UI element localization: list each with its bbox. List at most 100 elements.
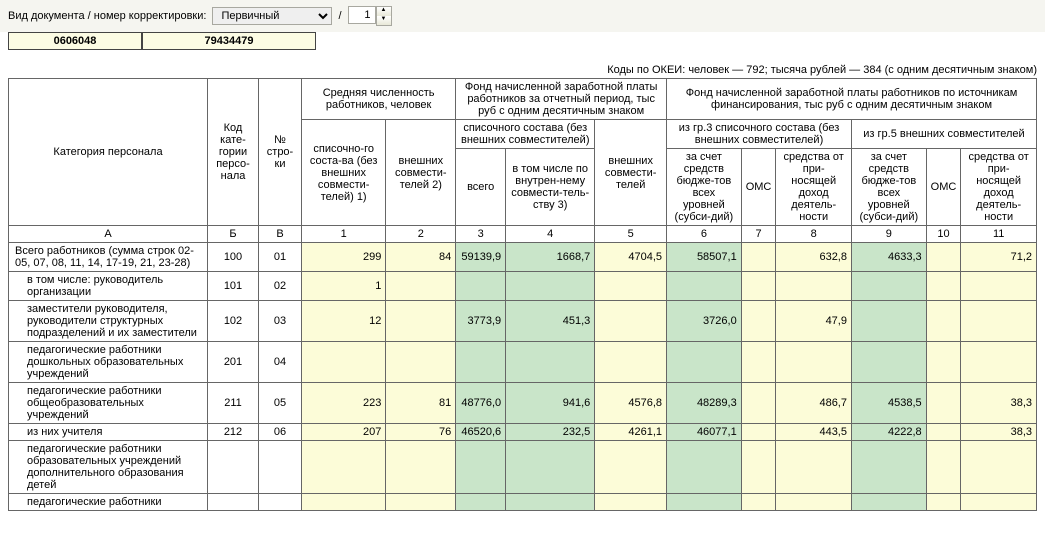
data-cell[interactable] bbox=[302, 494, 386, 511]
data-cell[interactable] bbox=[776, 494, 852, 511]
data-cell[interactable] bbox=[961, 272, 1037, 301]
data-cell[interactable] bbox=[506, 494, 595, 511]
data-cell[interactable] bbox=[386, 301, 456, 342]
data-cell[interactable] bbox=[386, 342, 456, 383]
data-cell[interactable] bbox=[667, 272, 742, 301]
data-cell[interactable] bbox=[741, 301, 776, 342]
data-cell[interactable]: 46077,1 bbox=[667, 424, 742, 441]
data-cell[interactable] bbox=[595, 441, 667, 494]
data-cell[interactable] bbox=[851, 272, 926, 301]
data-cell[interactable] bbox=[741, 494, 776, 511]
data-cell[interactable] bbox=[926, 383, 961, 424]
data-cell[interactable] bbox=[667, 342, 742, 383]
data-cell[interactable] bbox=[926, 494, 961, 511]
data-cell[interactable] bbox=[961, 441, 1037, 494]
data-cell[interactable]: 4704,5 bbox=[595, 243, 667, 272]
table-row[interactable]: из них учителя212062077646520,6232,54261… bbox=[9, 424, 1037, 441]
data-cell[interactable] bbox=[776, 272, 852, 301]
data-cell[interactable]: 632,8 bbox=[776, 243, 852, 272]
correction-number-spinner[interactable]: ▲▼ bbox=[376, 6, 392, 26]
data-cell[interactable] bbox=[595, 301, 667, 342]
data-cell[interactable]: 12 bbox=[302, 301, 386, 342]
data-cell[interactable] bbox=[595, 342, 667, 383]
data-cell[interactable]: 71,2 bbox=[961, 243, 1037, 272]
data-cell[interactable]: 232,5 bbox=[506, 424, 595, 441]
data-cell[interactable] bbox=[851, 494, 926, 511]
data-cell[interactable]: 84 bbox=[386, 243, 456, 272]
data-cell[interactable] bbox=[926, 243, 961, 272]
data-cell[interactable]: 76 bbox=[386, 424, 456, 441]
data-cell[interactable]: 299 bbox=[302, 243, 386, 272]
data-cell[interactable]: 941,6 bbox=[506, 383, 595, 424]
data-cell[interactable] bbox=[741, 441, 776, 494]
data-cell[interactable] bbox=[961, 342, 1037, 383]
data-cell[interactable] bbox=[961, 494, 1037, 511]
data-cell[interactable] bbox=[741, 272, 776, 301]
data-cell[interactable]: 47,9 bbox=[776, 301, 852, 342]
data-cell[interactable]: 38,3 bbox=[961, 424, 1037, 441]
data-cell[interactable] bbox=[926, 441, 961, 494]
data-cell[interactable] bbox=[595, 494, 667, 511]
data-cell[interactable] bbox=[851, 301, 926, 342]
data-cell[interactable] bbox=[456, 494, 506, 511]
data-cell[interactable] bbox=[386, 441, 456, 494]
data-cell[interactable]: 3773,9 bbox=[456, 301, 506, 342]
data-cell[interactable] bbox=[851, 342, 926, 383]
data-cell[interactable]: 48289,3 bbox=[667, 383, 742, 424]
data-cell[interactable] bbox=[302, 342, 386, 383]
data-cell[interactable]: 451,3 bbox=[506, 301, 595, 342]
data-cell[interactable] bbox=[926, 272, 961, 301]
data-cell[interactable]: 207 bbox=[302, 424, 386, 441]
data-cell[interactable]: 59139,9 bbox=[456, 243, 506, 272]
table-row[interactable]: педагогические работники общеобразовател… bbox=[9, 383, 1037, 424]
data-cell[interactable] bbox=[506, 342, 595, 383]
data-cell[interactable] bbox=[386, 494, 456, 511]
data-cell[interactable]: 4576,8 bbox=[595, 383, 667, 424]
data-cell[interactable] bbox=[456, 272, 506, 301]
doc-type-select[interactable]: Первичный bbox=[212, 7, 332, 25]
data-cell[interactable]: 81 bbox=[386, 383, 456, 424]
table-row[interactable]: Всего работников (сумма строк 02-05, 07,… bbox=[9, 243, 1037, 272]
data-cell[interactable] bbox=[776, 441, 852, 494]
data-cell[interactable] bbox=[741, 424, 776, 441]
data-cell[interactable] bbox=[667, 494, 742, 511]
hdr-row-no: № стро-ки bbox=[259, 79, 302, 226]
data-cell[interactable] bbox=[926, 342, 961, 383]
data-cell[interactable] bbox=[595, 272, 667, 301]
data-cell[interactable]: 223 bbox=[302, 383, 386, 424]
data-cell[interactable]: 3726,0 bbox=[667, 301, 742, 342]
data-cell[interactable] bbox=[776, 342, 852, 383]
data-cell[interactable]: 4633,3 bbox=[851, 243, 926, 272]
data-cell[interactable]: 4222,8 bbox=[851, 424, 926, 441]
data-cell[interactable] bbox=[926, 301, 961, 342]
data-cell[interactable]: 486,7 bbox=[776, 383, 852, 424]
data-cell[interactable] bbox=[961, 301, 1037, 342]
data-cell[interactable] bbox=[851, 441, 926, 494]
data-cell[interactable]: 1668,7 bbox=[506, 243, 595, 272]
data-cell[interactable]: 46520,6 bbox=[456, 424, 506, 441]
data-cell[interactable]: 48776,0 bbox=[456, 383, 506, 424]
correction-number-input[interactable] bbox=[348, 6, 376, 24]
data-cell[interactable] bbox=[741, 383, 776, 424]
data-cell[interactable] bbox=[506, 441, 595, 494]
data-cell[interactable]: 443,5 bbox=[776, 424, 852, 441]
table-row[interactable]: педагогические работники дошкольных обра… bbox=[9, 342, 1037, 383]
data-cell[interactable]: 38,3 bbox=[961, 383, 1037, 424]
data-cell[interactable] bbox=[456, 342, 506, 383]
data-cell[interactable] bbox=[926, 424, 961, 441]
data-cell[interactable] bbox=[667, 441, 742, 494]
data-cell[interactable] bbox=[741, 342, 776, 383]
data-cell[interactable] bbox=[386, 272, 456, 301]
table-row[interactable]: заместители руководителя, руководители с… bbox=[9, 301, 1037, 342]
data-cell[interactable] bbox=[456, 441, 506, 494]
data-cell[interactable]: 4538,5 bbox=[851, 383, 926, 424]
table-row[interactable]: педагогические работники bbox=[9, 494, 1037, 511]
data-cell[interactable] bbox=[506, 272, 595, 301]
table-row[interactable]: педагогические работники образовательных… bbox=[9, 441, 1037, 494]
data-cell[interactable] bbox=[741, 243, 776, 272]
data-cell[interactable] bbox=[302, 441, 386, 494]
table-row[interactable]: в том числе: руководитель организации101… bbox=[9, 272, 1037, 301]
data-cell[interactable]: 58507,1 bbox=[667, 243, 742, 272]
data-cell[interactable]: 4261,1 bbox=[595, 424, 667, 441]
data-cell[interactable]: 1 bbox=[302, 272, 386, 301]
